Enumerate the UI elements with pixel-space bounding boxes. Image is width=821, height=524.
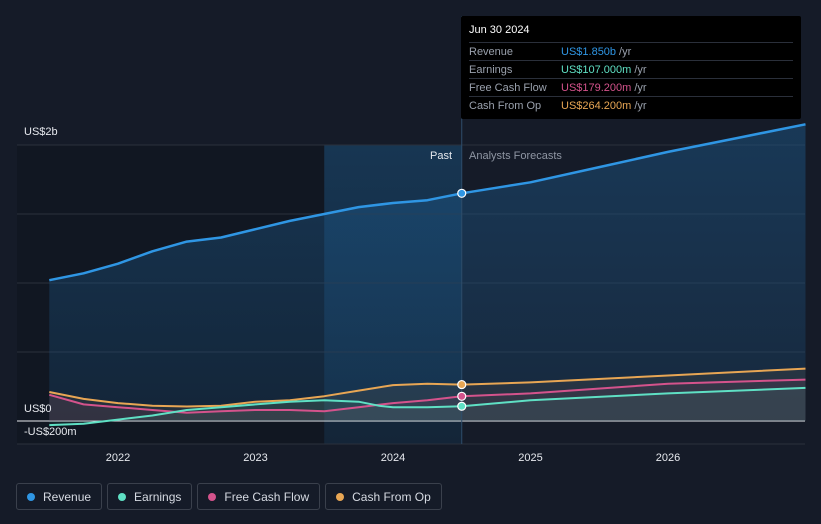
legend-label: Cash From Op bbox=[352, 489, 431, 504]
x-tick-label: 2023 bbox=[243, 452, 267, 464]
tooltip-value: US$179.200m bbox=[561, 81, 632, 94]
legend-label: Earnings bbox=[134, 489, 182, 504]
tooltip-unit: /yr bbox=[634, 63, 647, 76]
legend-dot-icon bbox=[118, 492, 127, 501]
series-line-free-cash-flow bbox=[49, 378, 806, 414]
x-tick-label: 2026 bbox=[656, 452, 680, 464]
tooltip-row-earnings: Earnings US$107.000m /yr bbox=[469, 60, 793, 78]
tooltip-unit: /yr bbox=[634, 81, 647, 94]
y-label-bottom: -US$200m bbox=[24, 426, 77, 438]
legend-item-cash-from-op[interactable]: Cash From Op bbox=[325, 483, 442, 510]
y-label-zero: US$0 bbox=[24, 403, 52, 415]
tooltip-label: Revenue bbox=[469, 45, 514, 58]
y-label-top: US$2b bbox=[24, 126, 58, 138]
legend-item-earnings[interactable]: Earnings bbox=[107, 483, 193, 510]
x-tick-label: 2022 bbox=[106, 452, 130, 464]
forecast-label: Analysts Forecasts bbox=[469, 150, 562, 162]
tooltip-value: US$1.850b bbox=[561, 45, 617, 58]
marker-free-cash-flow bbox=[457, 391, 467, 401]
series-area bbox=[49, 368, 806, 421]
data-tooltip: Jun 30 2024 Revenue US$1.850b /yr Earnin… bbox=[461, 16, 801, 119]
x-tick-label: 2025 bbox=[518, 452, 542, 464]
tooltip-value: US$107.000m bbox=[561, 63, 632, 76]
legend-dot-icon bbox=[208, 492, 217, 501]
tooltip-value: US$264.200m bbox=[561, 99, 632, 112]
legend-label: Free Cash Flow bbox=[224, 489, 310, 504]
series-line-revenue bbox=[49, 123, 806, 282]
tooltip-label: Cash From Op bbox=[469, 99, 542, 112]
series-line-earnings bbox=[49, 386, 806, 427]
legend-item-revenue[interactable]: Revenue bbox=[16, 483, 103, 510]
series-line-cash-from-op bbox=[49, 367, 806, 408]
tooltip-date: Jun 30 2024 bbox=[469, 24, 530, 36]
tooltip-unit: /yr bbox=[619, 45, 632, 58]
tooltip-row-fcf: Free Cash Flow US$179.200m /yr bbox=[469, 78, 793, 96]
tooltip-label: Earnings bbox=[469, 63, 513, 76]
revenue-area bbox=[49, 124, 806, 422]
series-area bbox=[49, 387, 806, 426]
legend-dot-icon bbox=[336, 492, 345, 501]
legend-dot-icon bbox=[27, 492, 35, 501]
marker-earnings bbox=[457, 401, 467, 411]
past-label: Past bbox=[430, 150, 453, 162]
legend-item-free-cash-flow[interactable]: Free Cash Flow bbox=[197, 483, 321, 510]
legend-label: Revenue bbox=[43, 489, 92, 504]
marker-cash-from-op bbox=[457, 379, 467, 390]
chart-legend: Revenue Earnings Free Cash Flow Cash Fro… bbox=[16, 483, 442, 510]
marker-revenue bbox=[457, 188, 467, 198]
tooltip-row-cfo: Cash From Op US$264.200m /yr bbox=[469, 96, 793, 114]
tooltip-row-revenue: Revenue US$1.850b /yr bbox=[469, 42, 793, 60]
tooltip-unit: /yr bbox=[634, 99, 647, 112]
x-tick-label: 2024 bbox=[381, 452, 405, 464]
tooltip-label: Free Cash Flow bbox=[469, 81, 547, 94]
